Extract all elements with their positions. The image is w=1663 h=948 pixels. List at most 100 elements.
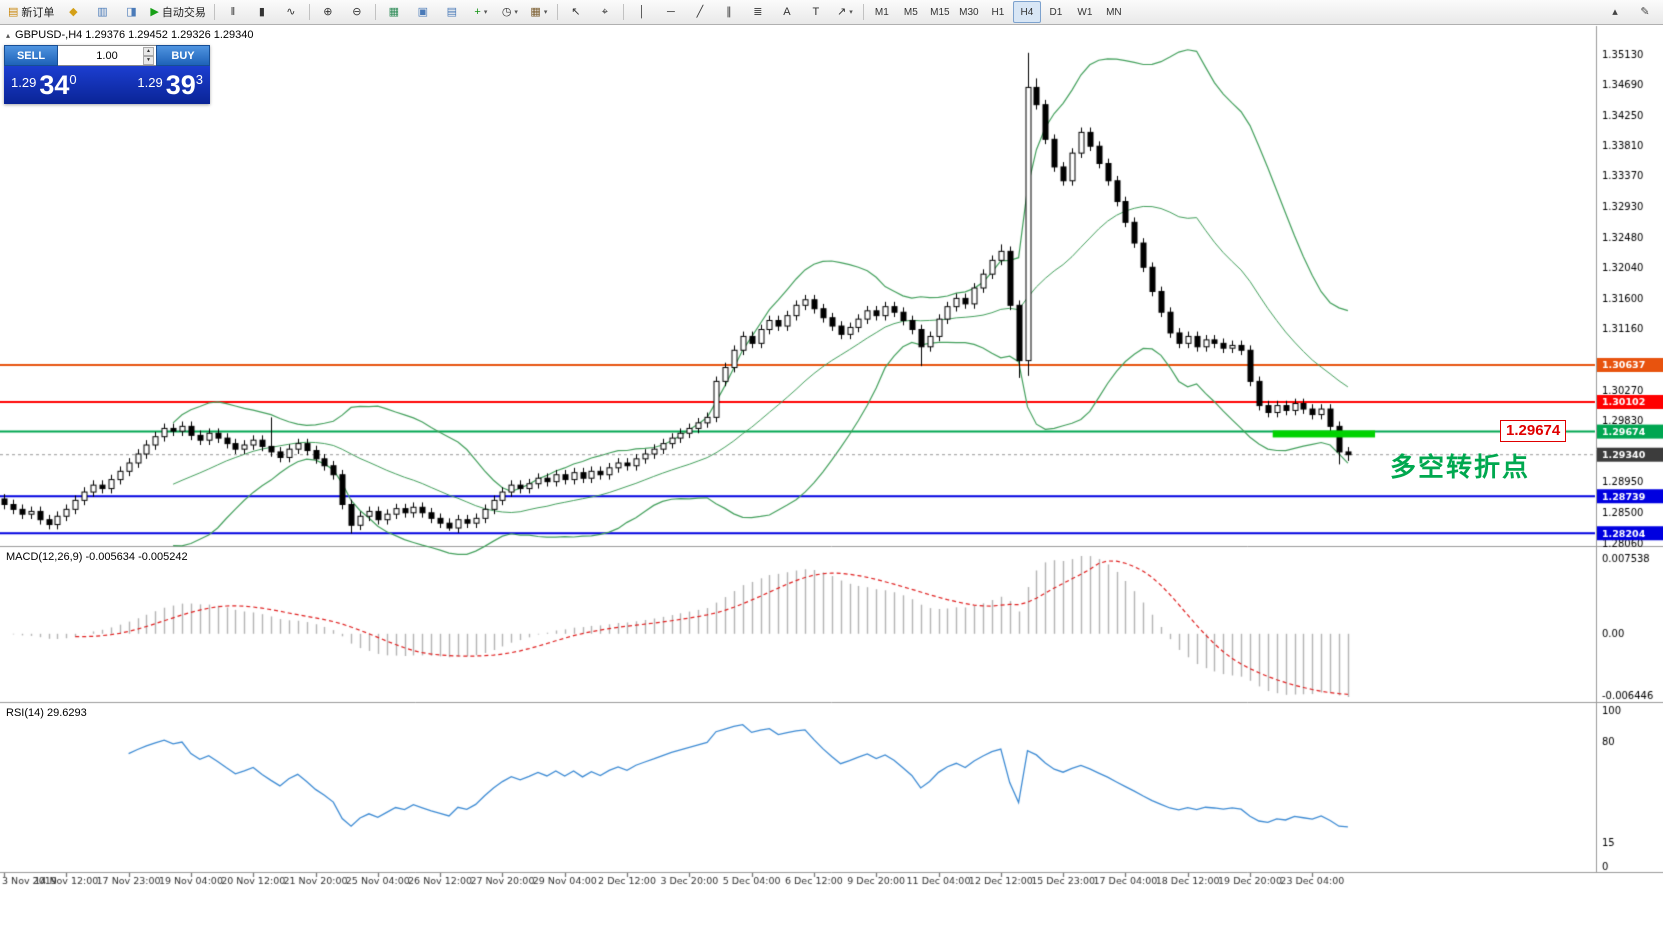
volume-value: 1.00	[96, 49, 118, 62]
chart-wizard-button[interactable]: ◆	[59, 1, 87, 23]
fibonacci-icon: ≣	[753, 5, 763, 18]
templates-button[interactable]: ▦ ▾	[525, 1, 553, 23]
timeframe-h4-button-label: H4	[1020, 6, 1034, 18]
toolbar: ▤ 新订单 ◆ ▥ ◨ ▶ 自动交易 ‖ ▮ ∿ ⊕ ⊖ ▦ ▣ ▤ + ▾ ◷ ▾ ▦ ▾ ↖ ⌖ │ ─ ╱ ∥ ≣ A T ↗ ▾ M1 M…	[0, 0, 1663, 25]
zoom-out-button[interactable]: ⊖	[343, 1, 371, 23]
sell-price[interactable]: 1.29 34 0	[11, 67, 77, 103]
tile-windows-icon: ▦	[388, 5, 400, 18]
periods-button[interactable]: ◷ ▾	[496, 1, 524, 23]
buy-price-sup: 3	[195, 72, 203, 87]
arrange-windows-button[interactable]: ▤	[438, 1, 466, 23]
dropdown-caret-icon: ▾	[543, 9, 548, 16]
toolbar-overflow-button[interactable]: ▴	[1601, 1, 1629, 23]
timeframe-w1-button[interactable]: W1	[1071, 1, 1099, 23]
macd-label: MACD(12,26,9) -0.005634 -0.005242	[6, 551, 188, 563]
zoom-in-button[interactable]: ⊕	[314, 1, 342, 23]
customize-toolbar-button[interactable]: ✎	[1631, 1, 1659, 23]
sell-price-sup: 0	[69, 72, 77, 87]
turning-point-annotation[interactable]: 多空转折点	[1390, 452, 1531, 482]
autotrading-play-icon: ▶	[150, 5, 159, 18]
volume-decrease-button[interactable]: ▼	[143, 56, 154, 65]
pencil-icon: ✎	[1640, 5, 1650, 18]
one-click-trading-panel: SELL 1.00 ▲ ▼ BUY 1.29 34 0 1.29 39 3	[4, 45, 210, 104]
timeframe-h4-button[interactable]: H4	[1012, 1, 1041, 23]
dropdown-caret-icon: ▾	[483, 9, 488, 16]
volume-increase-button[interactable]: ▲	[143, 47, 154, 56]
trade-panel-prices: 1.29 34 0 1.29 39 3	[4, 66, 210, 104]
timeframe-m1-button[interactable]: M1	[868, 1, 896, 23]
volume-input[interactable]: 1.00 ▲ ▼	[58, 45, 156, 66]
bar-chart-button[interactable]: ‖	[219, 1, 247, 23]
sell-price-big: 34	[39, 70, 70, 100]
vertical-line-button[interactable]: │	[628, 1, 656, 23]
timeframe-m15-button[interactable]: M15	[926, 1, 954, 23]
cursor-icon: ↖	[571, 5, 581, 18]
timeframe-h1-button[interactable]: H1	[984, 1, 1012, 23]
channel-button[interactable]: ∥	[715, 1, 743, 23]
timeframe-m1-button-label: M1	[874, 6, 889, 18]
data-window-icon: ◨	[126, 5, 137, 18]
indicators-button[interactable]: + ▾	[467, 1, 495, 23]
toolbar-separator	[862, 4, 864, 20]
data-window-button[interactable]: ◨	[117, 1, 145, 23]
template-icon: ▦	[530, 5, 541, 18]
add-indicator-icon: +	[474, 5, 481, 18]
tile-windows-button[interactable]: ▦	[380, 1, 408, 23]
autotrading-button-label: 自动交易	[161, 7, 206, 19]
toolbar-right-group: ▴ ✎	[1601, 1, 1659, 23]
timeframe-mn-button-label: MN	[1106, 6, 1122, 18]
new-order-button-label: 新订单	[21, 7, 55, 19]
cursor-button[interactable]: ↖	[562, 1, 590, 23]
arrange-windows-icon: ▤	[446, 5, 458, 18]
toolbar-separator	[213, 4, 215, 20]
timeframe-d1-button-label: D1	[1049, 6, 1063, 18]
trendline-button[interactable]: ╱	[686, 1, 714, 23]
oneclick-collapse-icon[interactable]: ▴	[6, 30, 11, 40]
buy-price-big: 39	[165, 70, 196, 100]
horizontal-line-button[interactable]: ─	[657, 1, 685, 23]
buy-button[interactable]: BUY	[156, 45, 210, 66]
chart-title: ▴ GBPUSD-,H4 1.29376 1.29452 1.29326 1.2…	[6, 29, 254, 41]
sell-button[interactable]: SELL	[4, 45, 58, 66]
candlestick-icon: ▮	[258, 5, 265, 18]
timeframe-d1-button[interactable]: D1	[1042, 1, 1070, 23]
toolbar-separator	[374, 4, 376, 20]
line-chart-button[interactable]: ∿	[277, 1, 305, 23]
line-chart-icon: ∿	[286, 5, 296, 18]
buy-price[interactable]: 1.29 39 3	[137, 67, 203, 103]
timeframe-m30-button[interactable]: M30	[955, 1, 983, 23]
new-order-button[interactable]: ▤ 新订单	[4, 1, 58, 23]
crosshair-button[interactable]: ⌖	[591, 1, 619, 23]
cascade-windows-icon: ▣	[417, 5, 429, 18]
timeframe-w1-button-label: W1	[1077, 6, 1093, 18]
arrows-shapes-icon: ↗	[837, 5, 847, 18]
chevron-up-icon: ▴	[1612, 5, 1618, 18]
trendline-icon: ╱	[696, 5, 704, 18]
rsi-label: RSI(14) 29.6293	[6, 707, 87, 719]
timeframe-m15-button-label: M15	[930, 6, 950, 18]
cascade-windows-button[interactable]: ▣	[409, 1, 437, 23]
candlestick-button[interactable]: ▮	[248, 1, 276, 23]
timeframe-mn-button[interactable]: MN	[1100, 1, 1128, 23]
label-button[interactable]: T	[802, 1, 830, 23]
timeframe-h1-button-label: H1	[991, 6, 1005, 18]
profiles-button[interactable]: ▥	[88, 1, 116, 23]
price-level-annotation[interactable]: 1.29674	[1500, 420, 1567, 442]
clock-icon: ◷	[501, 5, 512, 18]
autotrading-button[interactable]: ▶ 自动交易	[146, 1, 209, 23]
channel-icon: ∥	[726, 5, 732, 18]
wizard-icon: ◆	[69, 5, 78, 18]
zoom-in-icon: ⊕	[323, 5, 333, 18]
timeframe-m5-button-label: M5	[903, 6, 918, 18]
volume-spinner: ▲ ▼	[143, 47, 154, 65]
shapes-button[interactable]: ↗ ▾	[831, 1, 859, 23]
profiles-icon: ▥	[97, 5, 108, 18]
toolbar-separator	[308, 4, 310, 20]
timeframe-m5-button[interactable]: M5	[897, 1, 925, 23]
text-label-icon: T	[812, 5, 820, 18]
sell-price-small: 1.29	[11, 75, 37, 90]
fibonacci-button[interactable]: ≣	[744, 1, 772, 23]
text-button[interactable]: A	[773, 1, 801, 23]
zoom-out-icon: ⊖	[352, 5, 362, 18]
